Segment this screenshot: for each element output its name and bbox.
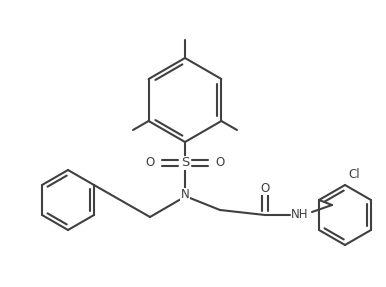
Text: Cl: Cl [348, 168, 360, 181]
Text: NH: NH [291, 208, 309, 222]
Text: O: O [261, 181, 270, 195]
Text: N: N [181, 189, 190, 201]
Text: S: S [181, 156, 189, 170]
Text: O: O [215, 156, 224, 170]
Text: O: O [146, 156, 155, 170]
